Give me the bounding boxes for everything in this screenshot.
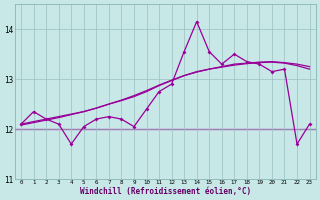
X-axis label: Windchill (Refroidissement éolien,°C): Windchill (Refroidissement éolien,°C) — [80, 187, 251, 196]
